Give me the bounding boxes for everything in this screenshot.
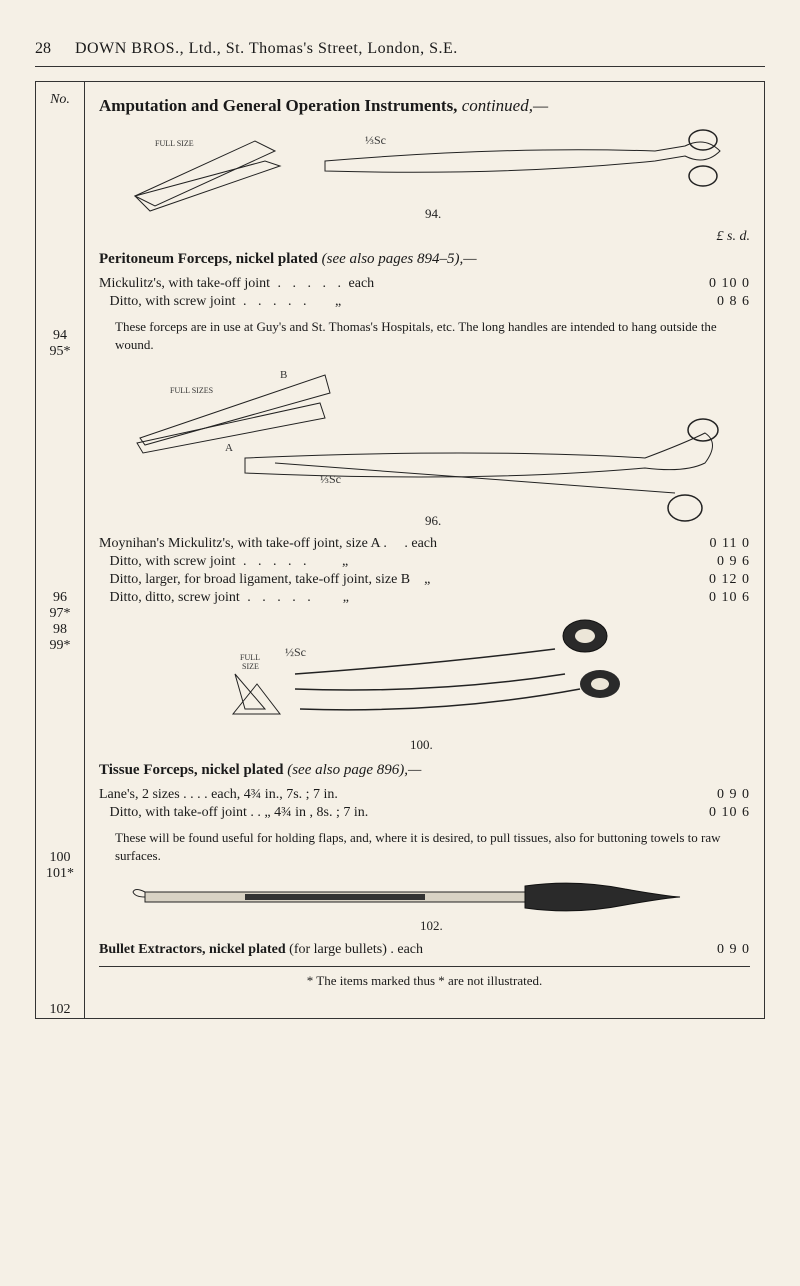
item-number-102: 102 — [36, 1002, 84, 1018]
fig96-b-label: B — [280, 369, 287, 381]
svg-text:SIZE: SIZE — [242, 662, 259, 671]
entry-98: Ditto, larger, for broad ligament, take-… — [99, 572, 750, 588]
section-title: Amputation and General Operation Instrum… — [99, 96, 750, 116]
figure-96: FULL SIZES B A ⅓Sc 96. — [99, 363, 750, 528]
fig96-scale-label: ⅓Sc — [320, 472, 341, 486]
peritoneum-note: These forceps are in use at Guy's and St… — [115, 318, 750, 353]
figure-102: 102. — [99, 874, 750, 934]
peritoneum-heading: Peritoneum Forceps, nickel plated (see a… — [99, 251, 750, 268]
item-number-98: 98 — [36, 622, 84, 638]
entry-101-price: 0 10 6 — [697, 805, 750, 821]
entry-101: Ditto, with take-off joint . . „ 4¾ in ,… — [99, 805, 750, 821]
fig102-caption: 102. — [420, 918, 443, 933]
entry-99: Ditto, ditto, screw joint „ 0 10 6 — [99, 590, 750, 606]
section-title-main: Amputation and General Operation Instrum… — [99, 96, 457, 115]
bullet-extractor-illustration: 102. — [125, 874, 725, 934]
item-number-101: 101* — [36, 866, 84, 882]
entry-99-price: 0 10 6 — [697, 590, 750, 606]
fig100-scale-label: ½Sc — [285, 645, 306, 659]
fig94-full-size-label: FULL SIZE — [155, 139, 194, 148]
number-column: No. 94 95* 96 97* 98 99* 100 101* 102 — [36, 82, 85, 1018]
no-column-label: No. — [36, 92, 84, 108]
page-number: 28 — [35, 40, 51, 58]
entry-95-desc: Ditto, with screw joint „ — [99, 294, 705, 310]
page: 28 DOWN BROS., Ltd., St. Thomas's Street… — [0, 0, 800, 1049]
entry-94-desc: Mickulitz's, with take-off joint each — [99, 276, 697, 292]
entry-101-desc: Ditto, with take-off joint . . „ 4¾ in ,… — [99, 805, 697, 821]
fig100-full-size-label: FULL — [240, 653, 260, 662]
item-number-99: 99* — [36, 638, 84, 654]
entry-100-price: 0 9 0 — [705, 787, 750, 803]
entry-95-price: 0 8 6 — [705, 294, 750, 310]
figure-94: FULL SIZE ⅓Sc 94. — [99, 126, 750, 221]
fig94-caption: 94. — [425, 206, 441, 221]
entry-94-price: 0 10 0 — [697, 276, 750, 292]
entry-100: Lane's, 2 sizes . . . . each, 4¾ in., 7s… — [99, 787, 750, 803]
entry-102: Bullet Extractors, nickel plated (for la… — [99, 942, 750, 958]
entry-97-desc: Ditto, with screw joint „ — [99, 554, 705, 570]
page-header: 28 DOWN BROS., Ltd., St. Thomas's Street… — [35, 40, 765, 67]
forceps-96-illustration: FULL SIZES B A ⅓Sc 96. — [125, 363, 725, 528]
entry-96-desc: Moynihan's Mickulitz's, with take-off jo… — [99, 536, 698, 552]
figure-100: FULL SIZE ½Sc 100. — [99, 614, 750, 754]
entry-95: Ditto, with screw joint „ 0 8 6 — [99, 294, 750, 310]
fig94-scale-label: ⅓Sc — [365, 133, 386, 147]
entry-98-price: 0 12 0 — [697, 572, 750, 588]
entry-94: Mickulitz's, with take-off joint each 0 … — [99, 276, 750, 292]
fig96-caption: 96. — [425, 513, 441, 528]
tissue-heading-bold: Tissue Forceps, nickel plated — [99, 762, 283, 778]
entry-96: Moynihan's Mickulitz's, with take-off jo… — [99, 536, 750, 552]
entry-97-price: 0 9 6 — [705, 554, 750, 570]
entry-102-desc: Bullet Extractors, nickel plated (for la… — [99, 942, 705, 958]
tissue-heading-italic: (see also page 896),— — [283, 762, 421, 778]
item-number-95: 95* — [36, 344, 84, 360]
entry-99-desc: Ditto, ditto, screw joint „ — [99, 590, 697, 606]
forceps-94-illustration: FULL SIZE ⅓Sc 94. — [125, 126, 725, 221]
item-number-97: 97* — [36, 606, 84, 622]
entry-102-price: 0 9 0 — [705, 942, 750, 958]
entry-97: Ditto, with screw joint „ 0 9 6 — [99, 554, 750, 570]
fig96-full-sizes-label: FULL SIZES — [170, 386, 213, 395]
header-title: DOWN BROS., Ltd., St. Thomas's Street, L… — [75, 40, 458, 58]
entry-100-desc: Lane's, 2 sizes . . . . each, 4¾ in., 7s… — [99, 787, 705, 803]
price-column-header: £ s. d. — [99, 229, 750, 245]
main-column: Amputation and General Operation Instrum… — [85, 82, 764, 1018]
item-number-94: 94 — [36, 328, 84, 344]
entry-98-desc: Ditto, larger, for broad ligament, take-… — [99, 572, 697, 588]
item-number-96: 96 — [36, 590, 84, 606]
fig96-a-label: A — [225, 442, 233, 454]
forceps-100-illustration: FULL SIZE ½Sc 100. — [185, 614, 665, 754]
content-frame: No. 94 95* 96 97* 98 99* 100 101* 102 Am… — [35, 81, 765, 1019]
tissue-note: These will be found useful for holding f… — [115, 829, 750, 864]
section-title-cont: continued,— — [457, 96, 548, 115]
footnote: * The items marked thus * are not illust… — [99, 966, 750, 989]
fig100-caption: 100. — [410, 737, 433, 752]
item-number-100: 100 — [36, 850, 84, 866]
entry-96-price: 0 11 0 — [698, 536, 750, 552]
peritoneum-heading-bold: Peritoneum Forceps, nickel plated — [99, 251, 318, 267]
peritoneum-heading-italic: (see also pages 894–5),— — [318, 251, 477, 267]
tissue-heading: Tissue Forceps, nickel plated (see also … — [99, 762, 750, 779]
